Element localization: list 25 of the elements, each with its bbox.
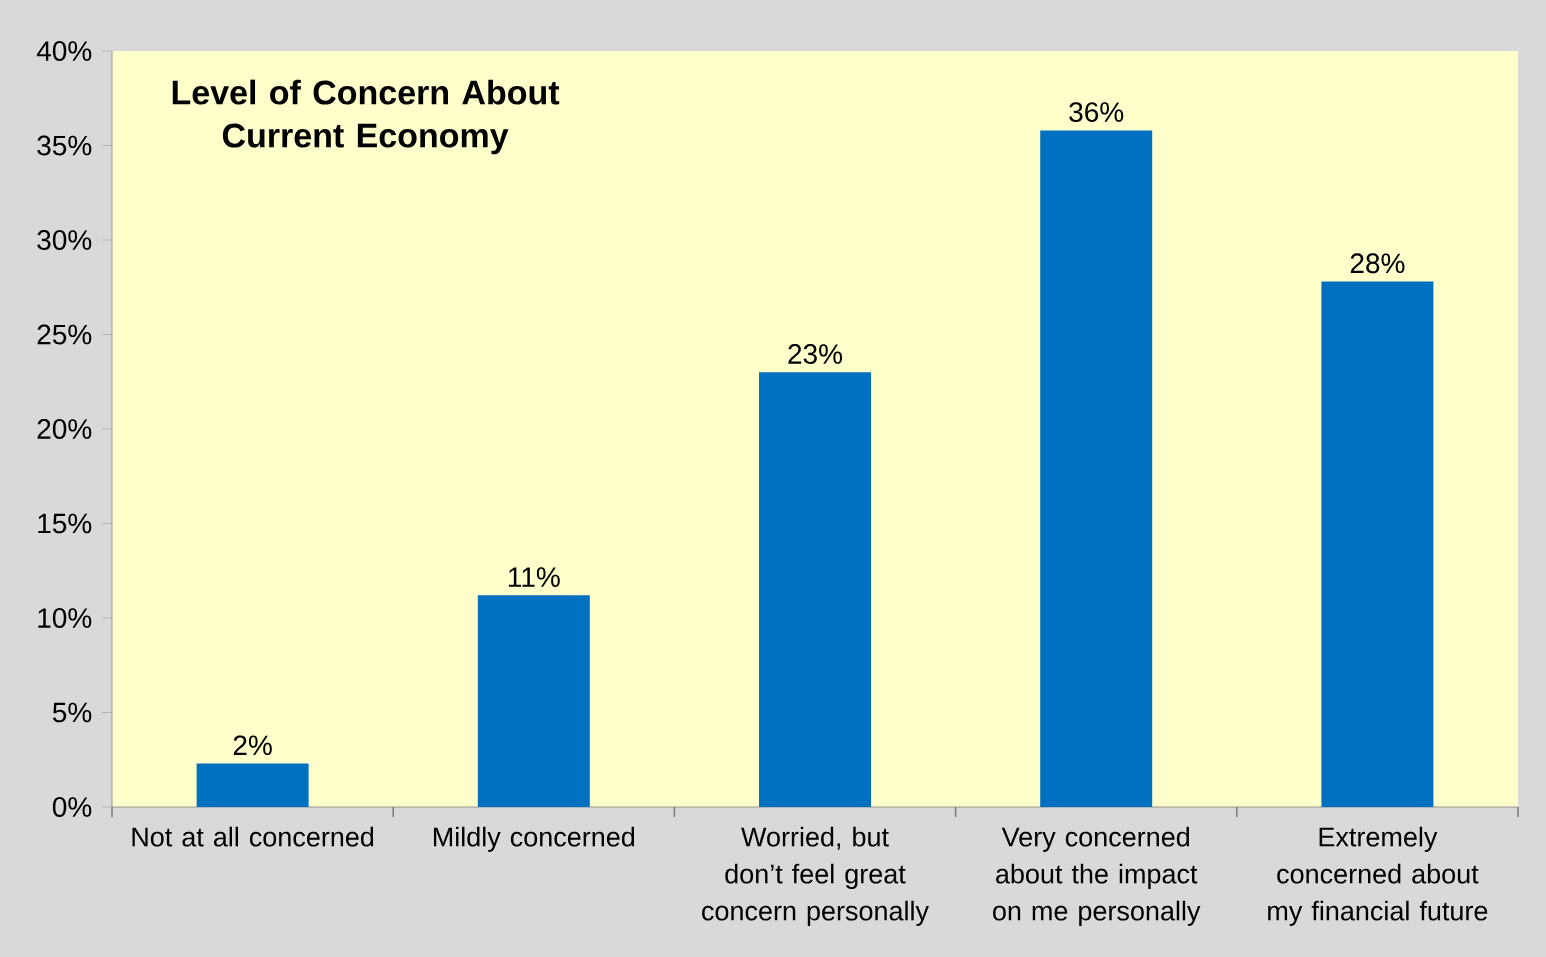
data-label: 11%	[508, 567, 560, 587]
x-tick-label: Not at all concerned	[132, 826, 374, 847]
data-label: 23%	[788, 344, 843, 364]
data-label: 28%	[1350, 253, 1405, 274]
y-tick-label: 25%	[37, 324, 92, 345]
bar	[759, 372, 872, 807]
y-tick-label: 30%	[37, 230, 92, 250]
y-tick-label: 5%	[52, 702, 92, 723]
y-tick-label: 15%	[38, 513, 92, 534]
x-tick-label: Very concerned about the impact on me personally	[993, 826, 1201, 926]
y-tick-label: 20%	[37, 419, 92, 439]
x-tick-label: Extremely concerned about my financial future	[1268, 826, 1488, 926]
y-tick-label: 10%	[38, 608, 92, 628]
bar	[477, 595, 590, 807]
bar	[1040, 130, 1153, 807]
x-tick-label: Worried, but don’t feel great concern personally	[702, 826, 929, 926]
text: Level of Concern About Current Economy	[172, 79, 560, 155]
y-tick-label: 40%	[36, 41, 92, 61]
bar	[196, 763, 309, 807]
y-tick-label: 35%	[37, 135, 92, 156]
data-label: 2%	[233, 735, 272, 756]
y-tick-label: 0%	[52, 797, 92, 817]
data-label: 36%	[1069, 102, 1124, 122]
x-tick-label: Mildly concerned	[433, 826, 635, 852]
bar	[1321, 281, 1434, 807]
